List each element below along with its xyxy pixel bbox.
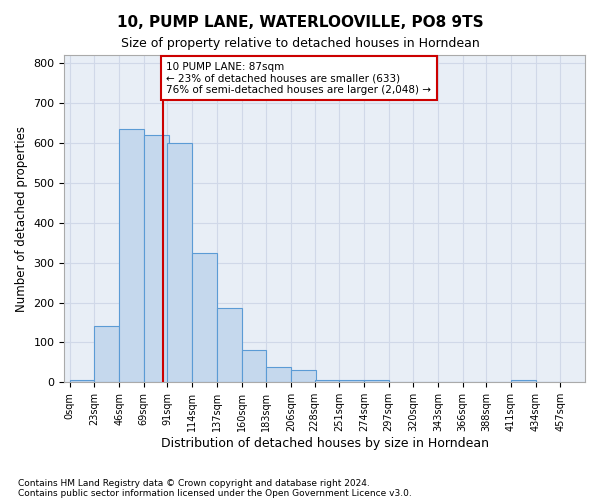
- Text: Contains public sector information licensed under the Open Government Licence v3: Contains public sector information licen…: [18, 488, 412, 498]
- Bar: [217, 308, 242, 382]
- Bar: [314, 380, 339, 382]
- Bar: [167, 143, 192, 382]
- Bar: [266, 367, 291, 382]
- Y-axis label: Number of detached properties: Number of detached properties: [15, 126, 28, 312]
- Bar: [144, 135, 169, 382]
- Bar: [364, 380, 389, 382]
- X-axis label: Distribution of detached houses by size in Horndean: Distribution of detached houses by size …: [161, 437, 489, 450]
- Text: Size of property relative to detached houses in Horndean: Size of property relative to detached ho…: [121, 38, 479, 51]
- Text: Contains HM Land Registry data © Crown copyright and database right 2024.: Contains HM Land Registry data © Crown c…: [18, 478, 370, 488]
- Text: 10, PUMP LANE, WATERLOOVILLE, PO8 9TS: 10, PUMP LANE, WATERLOOVILLE, PO8 9TS: [116, 15, 484, 30]
- Bar: [119, 129, 144, 382]
- Bar: [339, 380, 364, 382]
- Bar: [192, 252, 217, 382]
- Bar: [94, 326, 119, 382]
- Bar: [291, 370, 316, 382]
- Bar: [70, 380, 94, 382]
- Text: 10 PUMP LANE: 87sqm
← 23% of detached houses are smaller (633)
76% of semi-detac: 10 PUMP LANE: 87sqm ← 23% of detached ho…: [166, 62, 431, 95]
- Bar: [511, 380, 536, 382]
- Bar: [242, 350, 266, 382]
